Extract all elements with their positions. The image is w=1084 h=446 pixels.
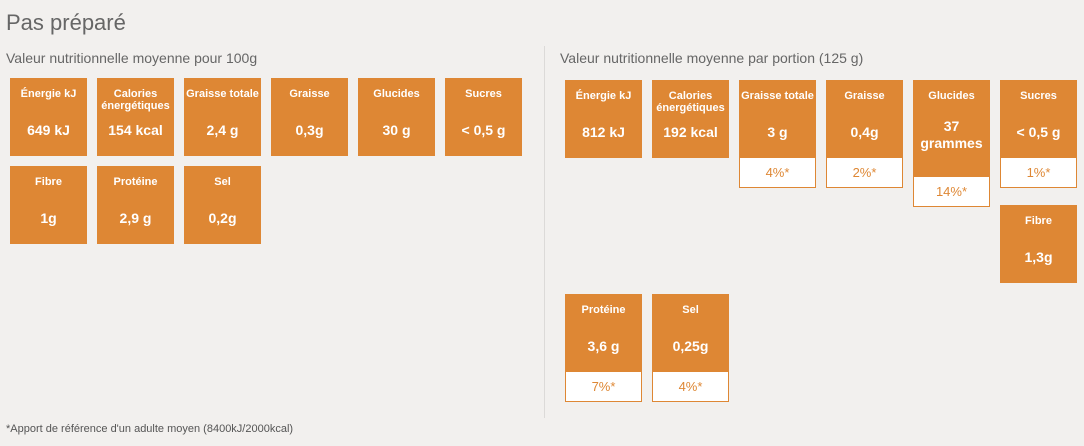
per100-card-energy-kj: Énergie kJ 649 kJ <box>10 78 87 156</box>
card-value: 3 g <box>767 124 788 140</box>
card-label: Protéine <box>113 176 158 188</box>
daily-intake-percent: 4%* <box>652 372 729 402</box>
card-label: Calories énergétiques <box>656 90 725 114</box>
daily-intake-percent: 2%* <box>826 158 903 188</box>
portion-card-protein: Protéine 3,6 g 7%* <box>565 294 642 402</box>
card-value: 2,9 g <box>119 210 152 226</box>
footnote: *Apport de référence d'un adulte moyen (… <box>6 423 294 435</box>
per100-heading: Valeur nutritionnelle moyenne pour 100g <box>6 50 258 66</box>
per100-card-total-fat: Graisse totale 2,4 g <box>184 78 261 156</box>
card-value: 154 kcal <box>108 122 163 138</box>
daily-intake-percent: 1%* <box>1000 158 1077 188</box>
portion-card-energy-kj: Énergie kJ 812 kJ <box>565 80 642 158</box>
card-value: < 0,5 g <box>1016 124 1061 140</box>
portion-card-fibre: Fibre 1,3g <box>1000 205 1077 283</box>
card-value: 0,25g <box>672 338 709 354</box>
card-value: 0,2g <box>208 210 237 226</box>
card-label: Sucres <box>1020 90 1057 102</box>
portion-card-sugars: Sucres < 0,5 g 1%* <box>1000 80 1077 188</box>
card-label: Fibre <box>1025 215 1052 227</box>
card-value: 649 kJ <box>27 122 70 138</box>
card-value: 0,3g <box>295 122 324 138</box>
card-label: Sel <box>682 304 699 316</box>
page-title: Pas préparé <box>6 10 126 35</box>
card-label: Graisse totale <box>741 90 814 102</box>
per100-card-carbs: Glucides 30 g <box>358 78 435 156</box>
card-value: 812 kJ <box>582 124 625 140</box>
per-portion-heading: Valeur nutritionnelle moyenne par portio… <box>560 50 864 66</box>
daily-intake-percent: 14%* <box>913 177 990 207</box>
card-label: Graisse totale <box>186 88 259 100</box>
card-value: 37 grammes <box>920 118 983 151</box>
card-label: Protéine <box>581 304 626 316</box>
card-label: Fibre <box>35 176 62 188</box>
portion-card-fat: Graisse 0,4g 2%* <box>826 80 903 188</box>
daily-intake-percent: 4%* <box>739 158 816 188</box>
portion-card-total-fat: Graisse totale 3 g 4%* <box>739 80 816 188</box>
card-label: Sel <box>214 176 231 188</box>
portion-card-salt: Sel 0,25g 4%* <box>652 294 729 402</box>
card-value: 192 kcal <box>663 124 718 140</box>
panel-divider <box>544 46 545 418</box>
card-value: 2,4 g <box>206 122 239 138</box>
card-label: Graisse <box>844 90 885 102</box>
per100-card-fibre: Fibre 1g <box>10 166 87 244</box>
card-label: Sucres <box>465 88 502 100</box>
card-label: Énergie kJ <box>20 88 77 100</box>
card-value: 0,4g <box>850 124 879 140</box>
card-value: 1g <box>40 210 57 226</box>
portion-card-calories: Calories énergétiques 192 kcal <box>652 80 729 158</box>
card-value: 3,6 g <box>587 338 620 354</box>
card-label: Glucides <box>928 90 975 102</box>
portion-card-carbs: Glucides 37 grammes 14%* <box>913 80 990 207</box>
per100-card-fat: Graisse 0,3g <box>271 78 348 156</box>
card-label: Énergie kJ <box>575 90 632 102</box>
card-label: Glucides <box>373 88 420 100</box>
per100-card-sugars: Sucres < 0,5 g <box>445 78 522 156</box>
per100-card-protein: Protéine 2,9 g <box>97 166 174 244</box>
card-value: 30 g <box>382 122 411 138</box>
daily-intake-percent: 7%* <box>565 372 642 402</box>
card-label: Graisse <box>289 88 330 100</box>
card-value: 1,3g <box>1024 249 1053 265</box>
per100-card-calories: Calories énergétiques 154 kcal <box>97 78 174 156</box>
card-label: Calories énergétiques <box>101 88 170 112</box>
per100-card-salt: Sel 0,2g <box>184 166 261 244</box>
card-value: < 0,5 g <box>461 122 506 138</box>
